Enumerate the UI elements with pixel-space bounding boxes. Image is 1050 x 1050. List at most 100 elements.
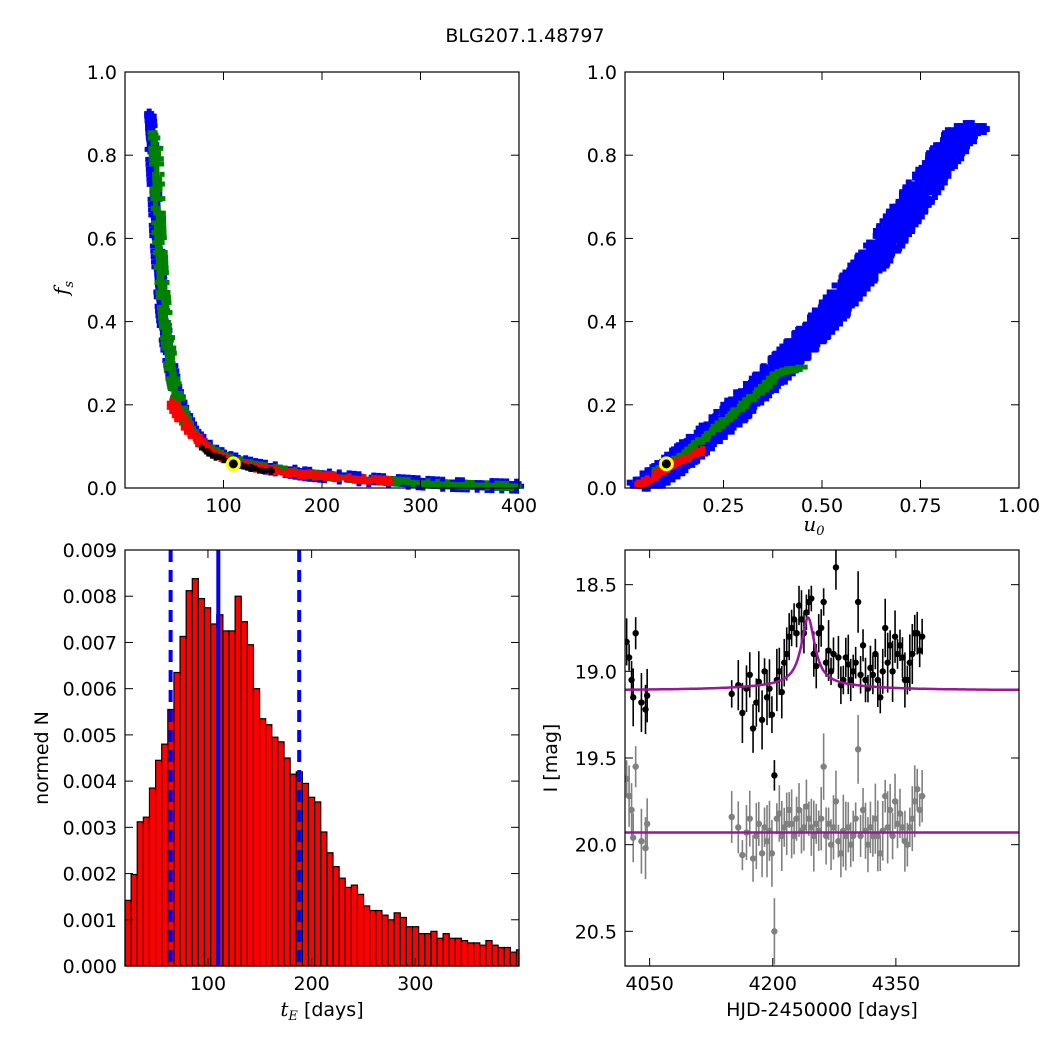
figure-title: BLG207.1.48797 <box>445 25 604 47</box>
fs-u0-outer-cell <box>813 345 820 352</box>
fs-te-middle-cell <box>185 410 191 416</box>
te-histogram-bar <box>203 607 212 967</box>
light-curve-gray-point <box>785 806 793 814</box>
fs-u0-outer-cell <box>949 158 956 165</box>
fs-u0-outer-cell <box>893 234 900 240</box>
fs-u0-outer-cell <box>931 194 938 201</box>
te-histogram-bar <box>393 912 401 967</box>
light-curve-black-point <box>763 694 771 701</box>
light-curve-black-point <box>632 630 639 637</box>
te-histogram-bar <box>191 578 200 967</box>
fs-u0-outer-cell <box>782 349 789 356</box>
te-histogram-bar <box>369 909 377 967</box>
light-curve-black-point <box>778 688 785 696</box>
fs-te-core-cell <box>213 456 218 461</box>
fs-te-middle-cell <box>158 145 164 151</box>
fs-te-middle-cell <box>166 299 172 305</box>
fs-u0-outer-cell <box>754 400 761 407</box>
fs-te-middle-cell <box>178 390 184 396</box>
fs-u0-outer-cell <box>938 184 945 191</box>
light-curve-gray-point <box>909 815 916 822</box>
fs-u0-outer-cell <box>785 374 792 381</box>
fs-u0-outer-cell <box>778 353 785 360</box>
te-histogram-bar <box>179 635 187 967</box>
fs-u0-middle-cell <box>747 397 753 403</box>
fs-u0-outer-cell <box>711 435 718 442</box>
fs-te-core-cell <box>253 467 258 472</box>
fs-te-middle-cell <box>175 376 181 382</box>
fs-te-middle-cell <box>162 284 168 290</box>
fs-u0-outer-cell <box>907 214 914 221</box>
fs-u0-middle-cell <box>771 379 777 385</box>
fs-te-ylabel-sub: s <box>62 281 77 288</box>
te-histogram-xtick-label: 300 <box>397 973 433 995</box>
fs-te-middle-cell <box>172 386 178 392</box>
light-curve-gray-point <box>877 850 884 857</box>
fs-u0-outer-cell <box>664 479 671 486</box>
te-histogram-ytick-label: 0.007 <box>63 632 117 654</box>
fs-u0-ytick-label: 0.4 <box>587 312 617 334</box>
fs-u0-middle-cell <box>699 439 705 445</box>
te-histogram-bar <box>460 939 469 967</box>
light-curve-gray-point <box>625 792 633 800</box>
fs-u0-outer-cell <box>874 253 881 260</box>
light-curve-gray-point <box>758 850 766 857</box>
light-curve-gray-point <box>894 820 901 828</box>
fs-u0-outer-cell <box>963 148 970 155</box>
light-curve-gray-point <box>886 806 894 814</box>
fs-u0-outer-cell <box>933 175 940 182</box>
light-curve-gray-point <box>790 832 798 840</box>
fs-te-xtick-label: 200 <box>304 495 340 517</box>
fs-te-middle-cell <box>157 176 163 182</box>
fs-te-middle-cell <box>152 130 158 136</box>
te-histogram-axes-frame <box>124 549 520 967</box>
fs-te-inner-cell <box>184 417 190 423</box>
te-histogram-lines <box>168 550 302 966</box>
fs-u0-xtick-label: 1.00 <box>998 495 1040 517</box>
te-histogram-bar <box>154 759 163 967</box>
light-curve-points <box>625 550 1019 965</box>
light-curve-gray-point <box>753 832 760 840</box>
te-histogram-bar <box>503 946 511 967</box>
fs-u0-outer-cell <box>902 235 909 242</box>
fs-te-middle-cell <box>155 135 161 141</box>
fs-te-middle-cell <box>166 329 172 335</box>
fs-u0-outer-cell <box>694 457 701 464</box>
fs-u0-outer-cell <box>882 226 889 233</box>
fs-te-middle-cell <box>187 415 193 421</box>
te-histogram-bar <box>222 630 230 967</box>
fs-u0-inner-cell <box>652 475 658 481</box>
fs-te-middle-cell <box>168 340 174 346</box>
fs-u0-outer-cell <box>781 378 788 385</box>
fs-u0-middle-cell <box>706 433 712 439</box>
fs-te-middle-cell <box>154 169 160 175</box>
fs-u0-outer-cell <box>706 439 713 446</box>
light-curve-gray-point <box>628 806 635 814</box>
fs-te-middle-cell <box>163 270 169 276</box>
fs-u0-xlabel-sub: 0 <box>816 524 824 539</box>
fs-u0-outer-cell <box>872 275 879 282</box>
te-histogram-bar <box>173 671 181 967</box>
fs-te-inner-cell <box>174 400 180 406</box>
fs-u0-ytick-label: 0.2 <box>587 395 617 417</box>
fs-u0-outer-cell <box>915 172 922 179</box>
te-histogram-bar <box>509 951 518 967</box>
fs-te-middle-cell <box>160 196 166 202</box>
fs-u0-middle-cell <box>797 367 803 373</box>
light-curve-black-point <box>758 716 766 724</box>
light-curve-gray-point <box>768 850 776 857</box>
light-curve-gray-point <box>788 820 795 828</box>
te-histogram-bar <box>344 886 352 967</box>
fs-u0-outer-cell <box>712 416 719 423</box>
light-curve-gray-point <box>859 806 867 814</box>
fs-u0-outer-cell <box>903 219 910 226</box>
light-curve-gray-point <box>837 850 845 857</box>
light-curve-black-point <box>803 609 810 616</box>
fs-u0-outer-cell <box>837 279 844 286</box>
te-histogram-bar <box>307 796 316 967</box>
fs-u0-xtick-label: 0.75 <box>899 495 941 517</box>
light-curve-gray-point <box>825 820 832 828</box>
light-curve-gray-point <box>771 928 778 935</box>
